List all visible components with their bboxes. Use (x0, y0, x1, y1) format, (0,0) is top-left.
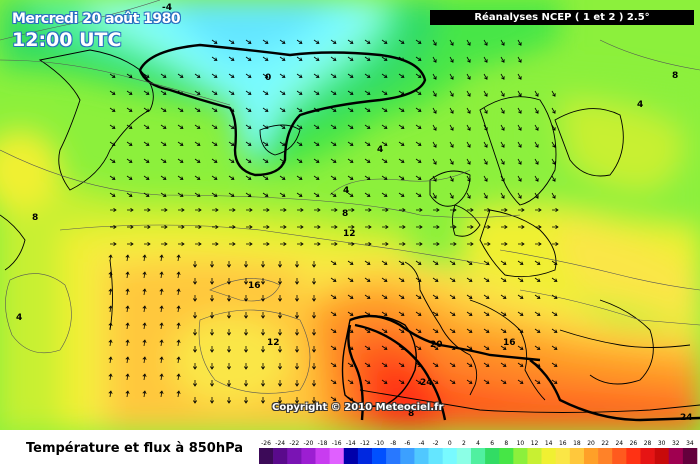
contour-label: 0 (265, 73, 271, 83)
legend-tick-label: 30 (658, 440, 666, 447)
legend-swatch (569, 448, 585, 464)
legend-tick-label: 34 (686, 440, 694, 447)
legend-swatch (485, 448, 500, 464)
contour-label: 16 (248, 281, 261, 291)
legend-swatch (470, 448, 486, 464)
legend-swatch (400, 448, 415, 464)
legend-swatch (682, 448, 698, 464)
legend-tick-label: 20 (587, 440, 595, 447)
field-title: Température et flux à 850hPa (26, 441, 244, 456)
legend-tick-label: 2 (462, 440, 466, 447)
legend-tick-label: -10 (374, 440, 384, 447)
map-date: Mercredi 20 août 1980 (12, 11, 181, 27)
legend-swatch (386, 448, 401, 464)
legend-swatch (372, 448, 387, 464)
thin-isotherms (0, 0, 700, 394)
legend-tick-label: 26 (630, 440, 638, 447)
legend-tick-label: 28 (644, 440, 652, 447)
legend-tick-label: 10 (517, 440, 525, 447)
legend-tick-label: -6 (404, 440, 410, 447)
legend-tick-label: -18 (318, 440, 328, 447)
legend-tick-label: -2 (433, 440, 439, 447)
legend-tick-label: 8 (504, 440, 508, 447)
legend-swatch (583, 448, 599, 464)
legend-tick-label: -14 (346, 440, 356, 447)
contour-label: 4 (16, 313, 22, 323)
legend-swatch (598, 448, 613, 464)
legend-swatch (414, 448, 429, 464)
legend-tick-label: -8 (390, 440, 396, 447)
contour-labels: -4 0 4 4 4 8 8 12 12 16 16 20 24 24 4 8 … (16, 3, 693, 423)
legend-swatch (315, 448, 330, 464)
legend-tick-label: 24 (615, 440, 623, 447)
data-source: Réanalyses NCEP ( 1 et 2 ) 2.5° (430, 10, 694, 25)
legend-tick-label: 14 (545, 440, 553, 447)
legend-swatch (527, 448, 542, 464)
legend-tick-label: 16 (559, 440, 567, 447)
legend-swatch (357, 448, 373, 464)
legend-swatch (456, 448, 472, 464)
contour-label: 12 (267, 338, 280, 348)
contour-label: 16 (503, 338, 516, 348)
legend-tick-label: 18 (573, 440, 581, 447)
legend-swatch (273, 448, 288, 464)
legend-swatch (541, 448, 557, 464)
temperature-legend: -26 -24 -22 -20 -18 -16 -14 -12 -10 -8 -6 -4 -2 0 2 4 6 8… (259, 440, 698, 464)
legend-swatch (442, 448, 458, 464)
legend-swatch (654, 448, 670, 464)
legend-tick-label: 4 (476, 440, 480, 447)
legend-tick-label: -12 (360, 440, 370, 447)
legend-swatch (428, 448, 443, 464)
legend-tick-label: 0 (448, 440, 452, 447)
legend-swatch (555, 448, 571, 464)
legend-swatch (329, 448, 345, 464)
coastlines (0, 49, 700, 413)
temperature-map: -4 0 4 4 4 8 8 12 12 16 16 20 24 24 4 8 … (0, 0, 700, 430)
legend-swatch (287, 448, 302, 464)
legend-tick-label: -20 (304, 440, 314, 447)
legend-tick-label: 12 (531, 440, 539, 447)
contour-label: 8 (672, 71, 678, 81)
legend-swatch (626, 448, 641, 464)
contour-label: -4 (162, 3, 172, 13)
legend-tick-label: 6 (490, 440, 494, 447)
map-time: 12:00 UTC (12, 29, 122, 51)
contour-label: 4 (377, 145, 383, 155)
legend-swatch (301, 448, 316, 464)
copyright-notice: Copyright © 2010 Meteociel.fr (272, 402, 444, 413)
legend-tick-label: -26 (261, 440, 271, 447)
temperature-field (0, 0, 700, 430)
contour-label: 8 (32, 213, 38, 223)
legend-tick-label: -22 (289, 440, 299, 447)
legend-swatch (668, 448, 684, 464)
legend-tick-label: 32 (672, 440, 680, 447)
wind-flux-arrows (108, 39, 559, 404)
legend-tick-label: -24 (275, 440, 285, 447)
legend-swatch (259, 448, 274, 464)
contour-label: 8 (408, 409, 414, 419)
legend-swatch (499, 448, 514, 464)
legend-tick-label: 22 (601, 440, 609, 447)
legend-swatch (612, 448, 627, 464)
legend-swatch (640, 448, 655, 464)
contour-label: 4 (343, 186, 349, 196)
legend-swatch (513, 448, 528, 464)
legend-swatch (343, 448, 359, 464)
contour-label: 8 (342, 209, 348, 219)
contour-label: 12 (343, 229, 356, 239)
contour-label: 4 (637, 100, 643, 110)
contour-label: 20 (430, 340, 443, 350)
legend-tick-label: -16 (332, 440, 342, 447)
contour-label: 24 (420, 378, 433, 388)
legend-tick-label: -4 (418, 440, 424, 447)
contour-label: 24 (680, 413, 693, 423)
